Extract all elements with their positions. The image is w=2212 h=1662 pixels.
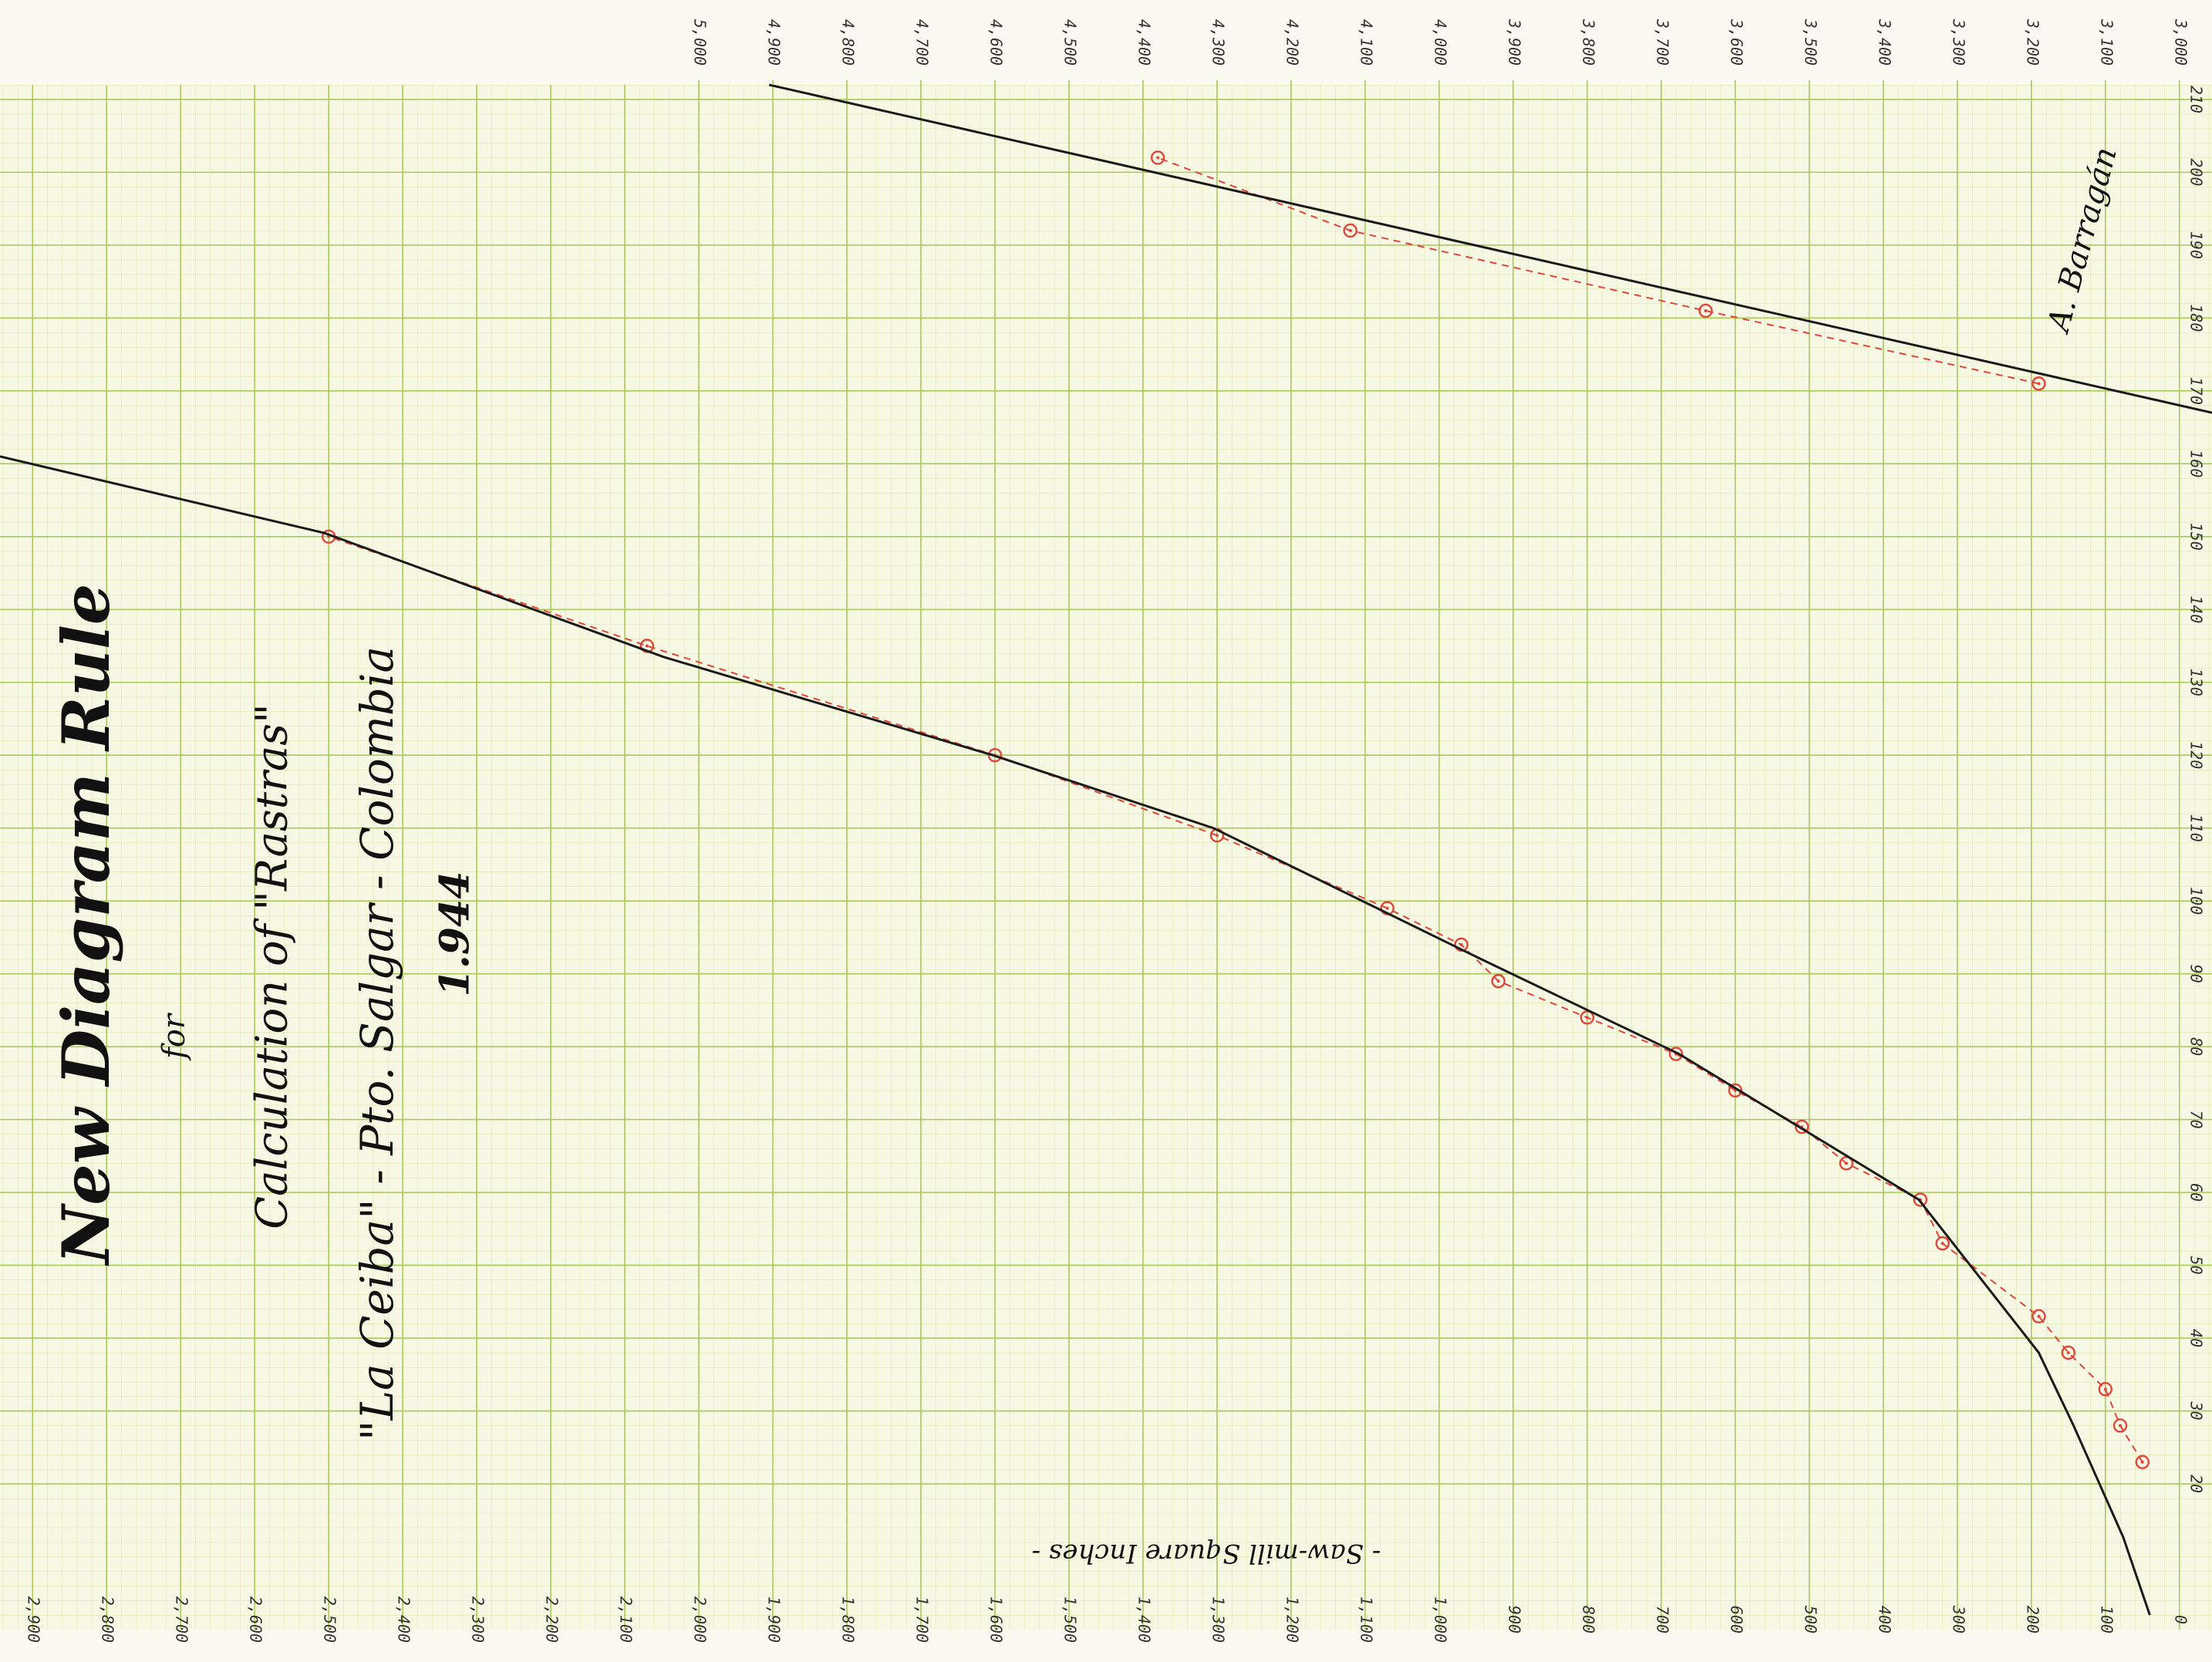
x2-tick-label: 3,700: [1653, 19, 1671, 66]
x-axis-title: - Saw-mill Square Inches -: [1032, 1538, 1381, 1569]
data-point-center: [2104, 1387, 2107, 1391]
x2-tick-label: 4,400: [1135, 19, 1153, 66]
x-tick-label: 1,600: [987, 1596, 1006, 1643]
y-tick-label: 50: [2187, 1256, 2206, 1275]
x-tick-label: 2,600: [247, 1596, 265, 1643]
x-tick-label: 2,200: [543, 1596, 561, 1643]
x-tick-label: 2,700: [173, 1596, 191, 1643]
x-tick-label: 2,000: [691, 1596, 710, 1643]
data-point-center: [2037, 382, 2040, 385]
x2-tick-label: 4,000: [1431, 19, 1449, 66]
x-tick-label: 300: [1949, 1605, 1968, 1633]
y-tick-label: 100: [2187, 887, 2206, 915]
y-tick-label: 90: [2187, 965, 2206, 983]
x-tick-label: 200: [2023, 1606, 2042, 1633]
x-tick-label: 400: [1875, 1606, 1893, 1633]
x-tick-label: 600: [1727, 1606, 1745, 1633]
x-tick-label: 1,900: [765, 1596, 784, 1643]
x-tick-label: 2,100: [617, 1596, 636, 1643]
y-tick-label: 110: [2187, 814, 2206, 842]
y-tick-label: 190: [2187, 231, 2206, 259]
x2-tick-label: 3,200: [2023, 19, 2042, 66]
y-tick-label: 170: [2187, 377, 2206, 405]
x-tick-label: 1,300: [1209, 1596, 1227, 1643]
y-tick-label: 140: [2187, 595, 2206, 623]
data-point-center: [1845, 1161, 1848, 1165]
x-tick-label: 1,200: [1283, 1596, 1301, 1643]
x-tick-label: 1,100: [1357, 1596, 1375, 1643]
data-point-center: [1216, 834, 1219, 837]
location: "La Ceiba" - Pto. Salgar - Colombia: [351, 646, 403, 1441]
y-tick-label: 70: [2187, 1111, 2206, 1129]
x-tick-label: 900: [1505, 1606, 1523, 1633]
data-point-center: [1156, 156, 1159, 159]
x2-tick-label: 3,400: [1875, 19, 1893, 66]
x2-tick-label: 3,500: [1801, 19, 1819, 66]
x2-tick-label: 3,100: [2097, 19, 2116, 66]
data-point-center: [646, 645, 649, 648]
data-point-center: [1460, 943, 1463, 946]
data-point-center: [2067, 1351, 2070, 1354]
x2-tick-label: 4,200: [1283, 19, 1301, 66]
x2-tick-label: 3,300: [1949, 19, 1968, 66]
x-tick-label: 2,900: [25, 1596, 43, 1643]
x-tick-label: 2,300: [469, 1596, 487, 1643]
x2-tick-label: 4,700: [913, 19, 932, 66]
title-connector: for: [157, 1012, 192, 1061]
y-tick-label: 120: [2187, 741, 2206, 769]
y-tick-label: 160: [2187, 450, 2206, 477]
x2-tick-label: 5,000: [691, 19, 710, 66]
x2-tick-label: 4,100: [1357, 19, 1375, 66]
data-point-center: [1704, 309, 1707, 312]
x-tick-label: 100: [2097, 1606, 2116, 1633]
year: 1.944: [432, 871, 479, 997]
data-point-center: [1386, 907, 1389, 910]
y-tick-label: 60: [2187, 1183, 2206, 1202]
y-tick-label: 30: [2187, 1401, 2206, 1421]
x-tick-label: 2,500: [321, 1596, 339, 1643]
data-point-center: [1941, 1242, 1944, 1245]
data-point-center: [1349, 229, 1352, 232]
y-tick-label: 130: [2187, 669, 2206, 696]
x-tick-label: 1,400: [1135, 1596, 1153, 1643]
data-point-center: [1586, 1016, 1589, 1019]
x-tick-label: 1,500: [1061, 1596, 1080, 1643]
x2-tick-label: 4,600: [987, 19, 1006, 66]
x-tick-label: 500: [1801, 1606, 1819, 1633]
minor-grid: [0, 85, 2212, 1630]
y-tick-label: 200: [2187, 158, 2206, 186]
x-tick-label: 1,700: [913, 1596, 932, 1643]
data-point-center: [2141, 1461, 2144, 1464]
x2-tick-label: 4,900: [765, 19, 784, 66]
y-tick-label: 80: [2187, 1037, 2206, 1056]
chart-title: New Diagram Rule: [48, 584, 124, 1267]
y-tick-label: 150: [2187, 523, 2206, 551]
data-point-center: [2119, 1424, 2122, 1427]
subtitle: Calculation of "Rastras": [248, 703, 298, 1229]
x2-tick-label: 3,600: [1727, 19, 1745, 66]
x2-tick-label: 4,800: [839, 19, 858, 66]
x-tick-label: 700: [1653, 1606, 1671, 1633]
x2-tick-label: 3,000: [2171, 19, 2190, 66]
x2-tick-label: 4,300: [1209, 19, 1227, 66]
x-tick-label: 1,000: [1431, 1596, 1449, 1643]
x-tick-label: 2,800: [99, 1596, 117, 1643]
x-tick-label: 0: [2171, 1615, 2190, 1624]
data-point-center: [2037, 1315, 2040, 1318]
y-tick-label: 20: [2187, 1475, 2206, 1493]
x2-tick-label: 3,900: [1505, 19, 1523, 66]
x2-tick-label: 4,500: [1061, 19, 1080, 66]
x-tick-label: 800: [1579, 1606, 1597, 1633]
y-tick-label: 180: [2187, 304, 2206, 332]
x-tick-label: 1,800: [839, 1596, 858, 1643]
data-point-center: [1497, 979, 1500, 983]
x-tick-label: 2,400: [395, 1596, 413, 1643]
x2-tick-label: 3,800: [1579, 19, 1597, 66]
y-tick-label: 210: [2187, 86, 2206, 113]
chart: 0 100 200 300 400 500 600 700 800 900 1,000 1,100 1,…: [0, 0, 2212, 1662]
y-tick-label: 40: [2187, 1329, 2206, 1347]
